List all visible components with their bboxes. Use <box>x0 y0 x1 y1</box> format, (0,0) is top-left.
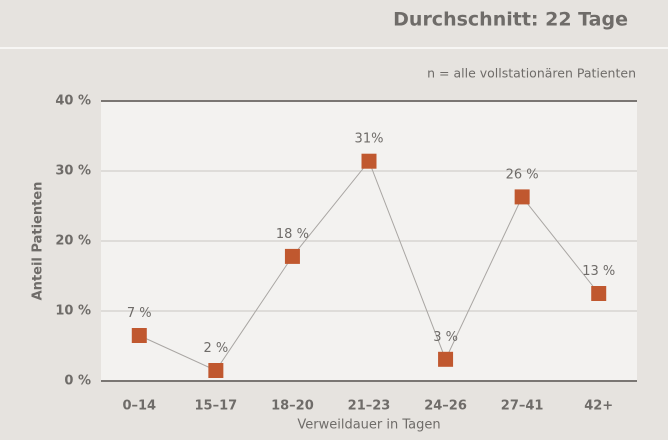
marker <box>361 153 377 169</box>
data-label: 31% <box>355 132 384 147</box>
y-tick-label: 30 % <box>55 164 91 179</box>
data-label: 13 % <box>582 264 615 279</box>
marker <box>284 248 300 264</box>
y-tick-label: 40 % <box>55 94 91 109</box>
marker <box>208 363 224 378</box>
x-tick-label: 0–14 <box>122 399 156 414</box>
marker <box>438 351 454 367</box>
x-tick-label: 21–23 <box>348 399 391 414</box>
marker <box>131 328 147 343</box>
data-label: 26 % <box>506 167 539 182</box>
data-label: 2 % <box>203 341 228 356</box>
chart-title: Durchschnitt: 22 Tage <box>393 9 628 31</box>
x-tick-label: 27–41 <box>501 399 544 414</box>
x-tick-label: 42+ <box>584 399 613 414</box>
y-tick-label: 0 % <box>64 374 91 389</box>
data-label: 7 % <box>127 306 152 321</box>
x-tick-label: 15–17 <box>195 399 238 414</box>
x-axis-title: Verweildauer in Tagen <box>297 418 440 433</box>
y-tick-label: 10 % <box>55 304 91 319</box>
y-axis-title: Anteil Patienten <box>31 182 46 301</box>
x-tick-label: 24–26 <box>424 399 467 414</box>
data-label: 3 % <box>433 330 458 345</box>
marker <box>514 189 530 205</box>
marker <box>591 286 607 301</box>
data-label: 18 % <box>276 227 309 242</box>
y-tick-label: 20 % <box>55 234 91 249</box>
x-tick-label: 18–20 <box>271 399 314 414</box>
subtitle: n = alle vollstationären Patienten <box>427 66 636 81</box>
